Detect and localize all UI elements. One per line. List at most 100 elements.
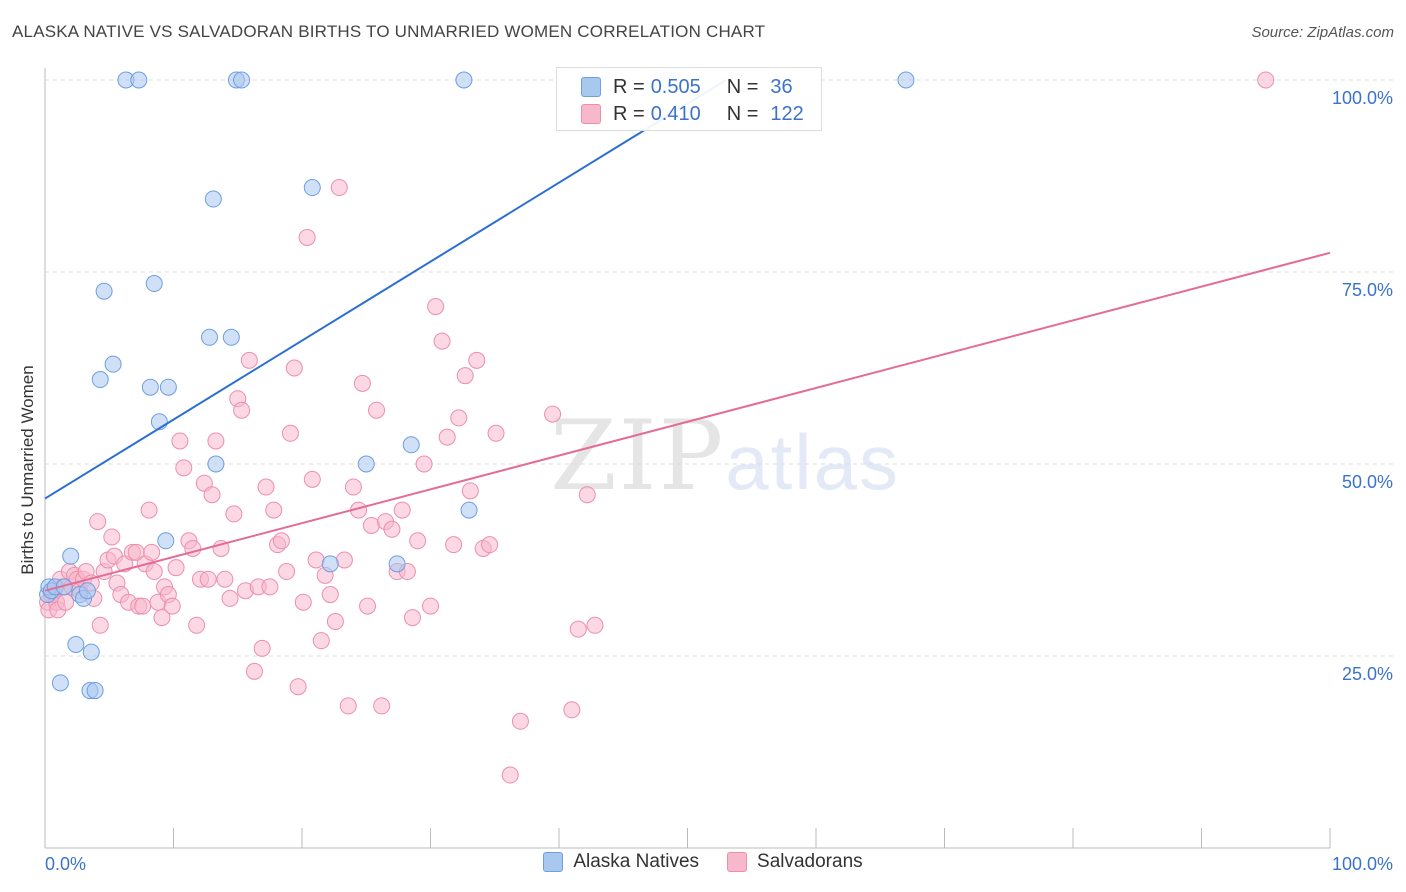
salvadorans-point [383,520,401,538]
tick-labels: 25.0% 50.0% 75.0% 100.0% 0.0% 100.0% [45,88,1393,874]
alaska-natives-point [51,674,69,692]
salvadorans-point [427,298,445,316]
legend-item-salvadorans[interactable]: Salvadorans [727,851,863,873]
legend-label: Salvadorans [757,851,863,872]
alaska-natives-point [145,275,163,293]
salvadorans-point [373,697,391,715]
salvadorans-point [89,513,107,531]
legend-item-alaska-natives[interactable]: Alaska Natives [543,851,699,873]
legend-r-label: R = [613,75,645,98]
alaska-natives-point [78,582,96,600]
salvadorans-point [143,543,161,561]
salvadorans-point [265,501,283,519]
legend-r-value: 0.505 [650,75,701,98]
chart-title: ALASKA NATIVE VS SALVADORAN BIRTHS TO UN… [12,22,766,41]
salvadorans-point [163,597,181,615]
salvadorans-point [481,536,499,554]
x-tick-label: 0.0% [45,854,86,874]
legend-row-salvadorans: R = 0.410 N = 122 [581,101,804,127]
salvadorans-point [245,662,263,680]
salvadorans-point [281,424,299,442]
source-label: Source: ZipAtlas.com [1251,24,1394,41]
salvadorans-point [153,609,171,627]
salvadorans-point [359,597,377,615]
salvadorans-point [339,697,357,715]
salvadorans-point [445,536,463,554]
alaska-natives-point [82,643,100,661]
salvadorans-point [272,532,290,550]
salvadorans-point [188,616,206,634]
y-tick-label: 75.0% [1342,280,1393,300]
salvadorans-point [303,470,321,488]
alaska-natives-point [402,436,420,454]
salvadorans-point [257,478,275,496]
salvadorans-point [261,578,279,596]
alaska-natives-point [200,328,218,346]
alaska-natives-point [130,71,148,89]
salvadorans-point [330,179,348,197]
alaska-natives-point [388,555,406,573]
salvadorans-point [544,405,562,423]
salvadorans-point [91,616,109,634]
alaska-natives-trend-line [44,79,727,500]
salvadorans-point [233,401,251,419]
salvadorans-point [57,593,75,611]
salvadorans-point [285,359,303,377]
salvadorans-point [563,701,581,719]
salvadorans-point [393,501,411,519]
alaska-natives-point [222,328,240,346]
salvadorans-point [461,482,479,500]
salvadorans-point [433,332,451,350]
alaska-natives-point [303,179,321,197]
salvadorans-points [39,71,1275,784]
salvadorans-point [456,367,474,385]
y-tick-label: 25.0% [1342,664,1393,684]
y-axis-label: Births to Unmarried Women [18,365,37,575]
salvadorans-point [578,486,596,504]
salvadorans-point [278,563,296,581]
salvadorans-point [298,228,316,246]
alaska-natives-point [897,71,915,89]
salvadorans-point [312,632,330,650]
salvadorans-point [216,570,234,588]
salvadorans-point [326,612,344,630]
salvadorans-point [167,559,185,577]
trend-lines [44,79,1331,592]
salvadorans-point [501,766,519,784]
legend-swatch-pink [727,852,748,872]
salvadorans-point [140,501,158,519]
alaska-natives-point [141,378,159,396]
salvadorans-point [362,516,380,534]
alaska-natives-point [233,71,251,89]
salvadorans-point [221,589,239,607]
salvadorans-point [175,459,193,477]
salvadorans-point [134,597,152,615]
y-tick-label: 100.0% [1332,88,1393,108]
salvadorans-point [294,593,312,611]
salvadorans-point [225,505,243,523]
legend-row-alaska-natives: R = 0.505 N = 36 [581,74,793,100]
salvadorans-point [438,428,456,446]
legend-n-label: N = [726,75,759,98]
legend-label: Alaska Natives [573,851,700,872]
alaska-natives-point [455,71,473,89]
alaska-natives-point [204,190,222,208]
y-tick-label: 50.0% [1342,472,1393,492]
legend-swatch-pink [581,104,601,124]
salvadorans-point [321,586,339,604]
alaska-natives-point [460,501,478,519]
x-tick-label: 100.0% [1332,854,1393,874]
legend-swatch-blue [543,852,564,872]
salvadorans-point [415,455,433,473]
axes [44,68,1331,849]
salvadorans-point [171,432,189,450]
salvadorans-point [103,528,121,546]
salvadorans-point [353,374,371,392]
salvadorans-point [1257,71,1275,89]
alaska-natives-point [91,371,109,389]
alaska-natives-point [95,282,113,300]
legend-n-value: 122 [770,102,804,125]
alaska-natives-point [159,378,177,396]
alaska-natives-point [357,455,375,473]
